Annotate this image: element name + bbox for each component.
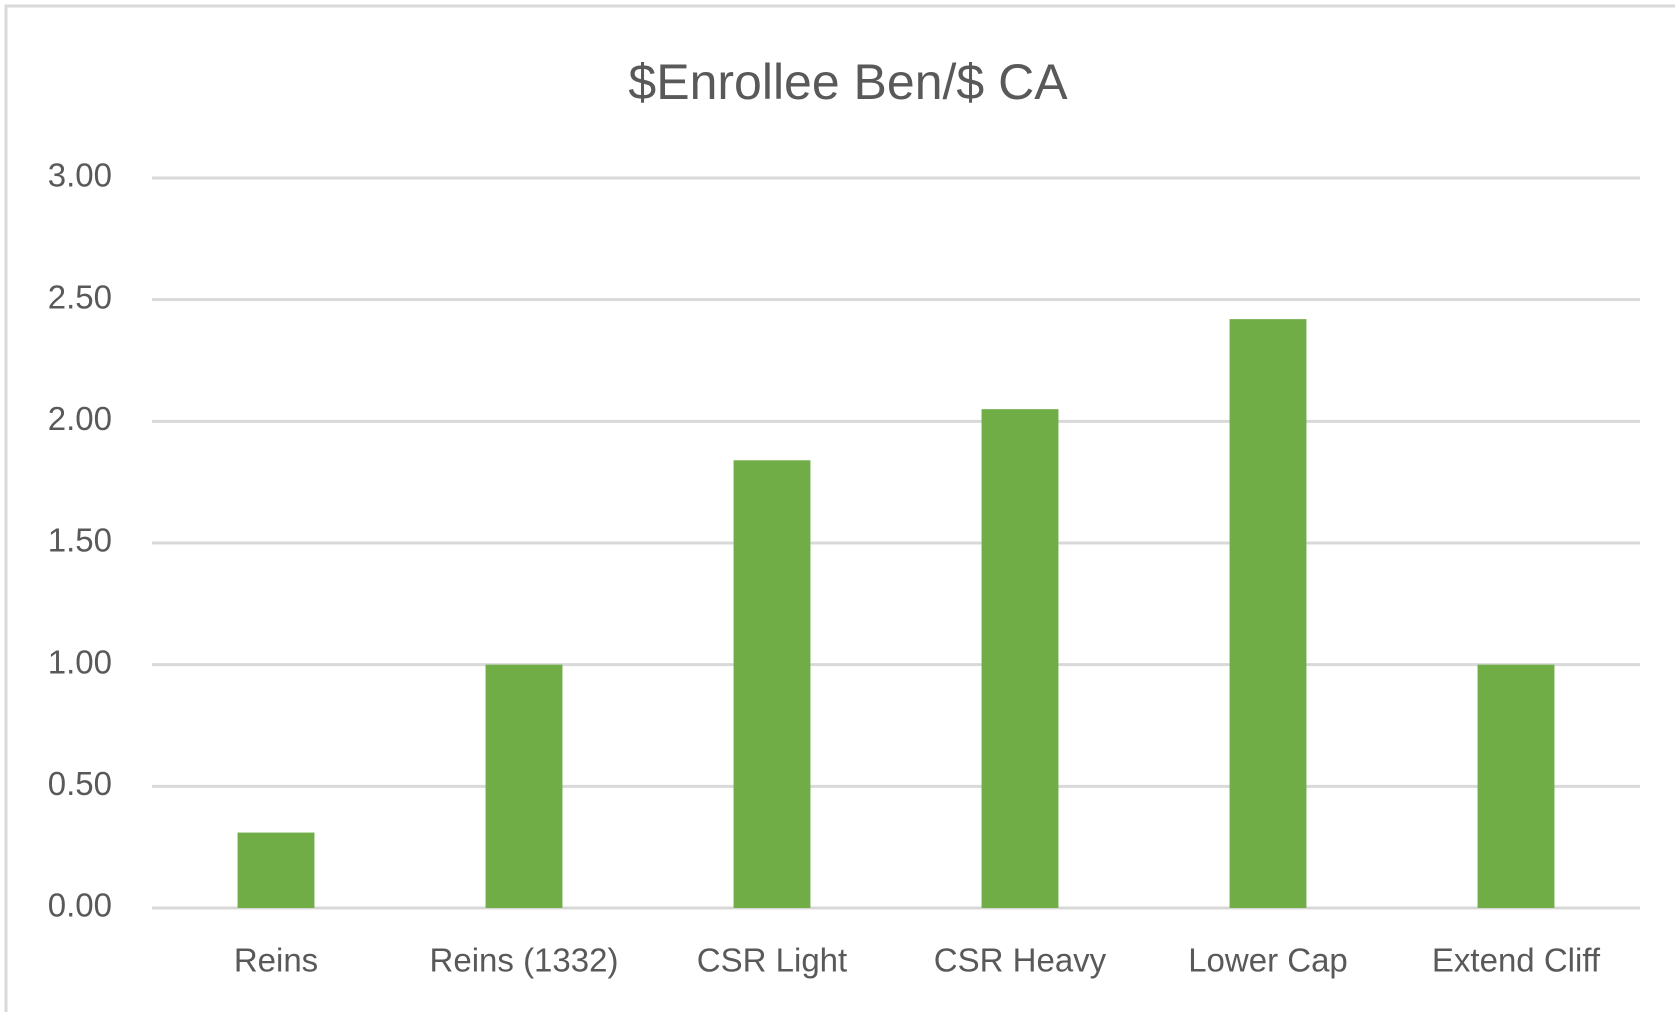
y-tick-label: 3.00 [48, 157, 112, 194]
bar [1229, 319, 1307, 909]
x-tick-label: Reins [234, 942, 318, 979]
x-tick-label: CSR Heavy [934, 942, 1107, 979]
y-tick-label: 2.50 [48, 278, 112, 315]
y-tick-label: 1.00 [48, 643, 112, 680]
y-tick-label: 2.00 [48, 400, 112, 437]
bar [237, 832, 315, 908]
x-tick-label: Lower Cap [1188, 942, 1348, 979]
chart-title: $Enrollee Ben/$ CA [628, 54, 1068, 110]
bar [485, 664, 563, 908]
bar [981, 409, 1059, 908]
y-tick-label: 0.00 [48, 887, 112, 924]
x-tick-label: CSR Light [697, 942, 847, 979]
x-tick-label: Reins (1332) [430, 942, 619, 979]
y-tick-label: 0.50 [48, 765, 112, 802]
y-tick-label: 1.50 [48, 522, 112, 559]
bar [1477, 664, 1555, 908]
bar [733, 460, 811, 908]
x-tick-label: Extend Cliff [1432, 942, 1601, 979]
